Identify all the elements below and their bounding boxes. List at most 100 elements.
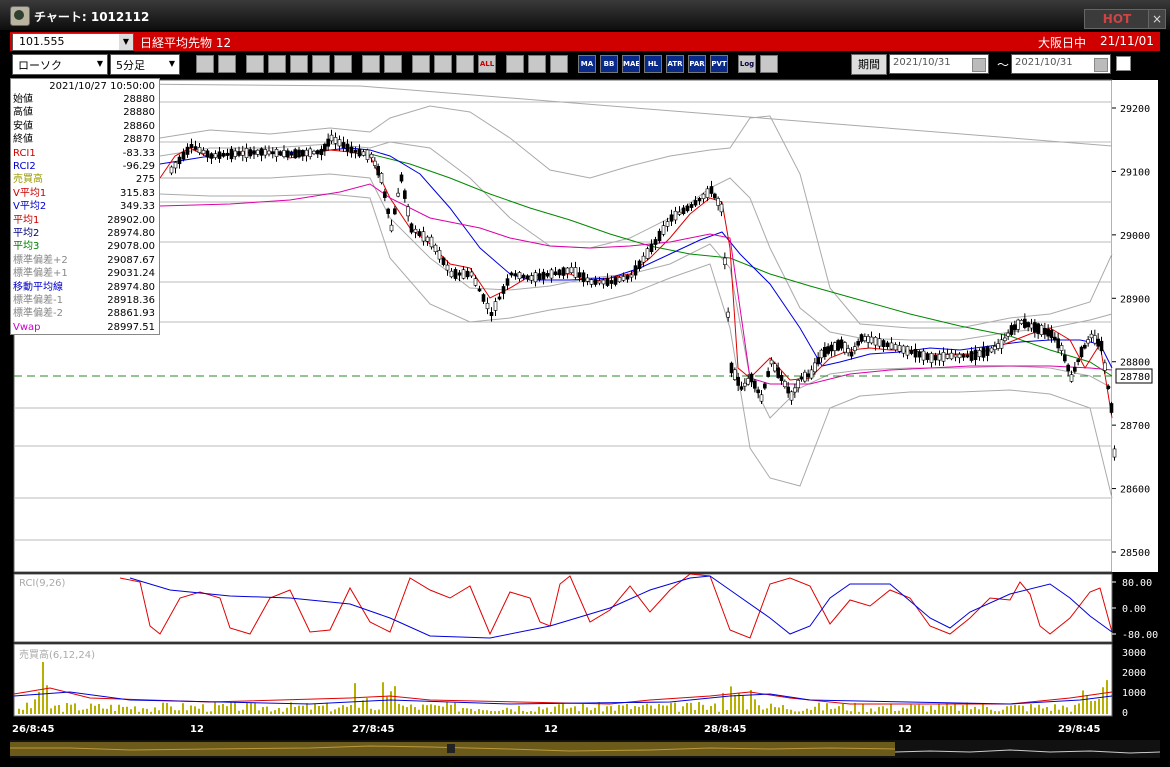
candle-body[interactable]	[677, 211, 682, 215]
candle-body[interactable]	[743, 382, 747, 387]
candle-body[interactable]	[719, 203, 724, 213]
candle-body[interactable]	[877, 338, 882, 347]
candle-body[interactable]	[1006, 332, 1010, 337]
candle-body[interactable]	[393, 208, 397, 215]
candle-body[interactable]	[193, 146, 198, 150]
tool-search-button[interactable]	[268, 55, 286, 73]
candle-body[interactable]	[881, 340, 886, 347]
candle-body[interactable]	[593, 279, 598, 285]
candle-body[interactable]	[941, 352, 946, 362]
price-chart[interactable]: 29200 29100 29000 28900 28800 28700 28600 28500…	[10, 78, 1160, 758]
candle-body[interactable]	[1089, 333, 1094, 339]
candle-body[interactable]	[361, 151, 366, 156]
candle-body[interactable]	[763, 383, 767, 389]
candle-body[interactable]	[609, 280, 614, 284]
candle-body[interactable]	[329, 134, 334, 142]
candle-body[interactable]	[665, 221, 670, 227]
candle-body[interactable]	[589, 279, 594, 285]
candle-body[interactable]	[493, 301, 498, 311]
candle-body[interactable]	[481, 294, 486, 302]
candle-body[interactable]	[237, 151, 241, 156]
tool-tools-button[interactable]	[528, 55, 546, 73]
candle-body[interactable]	[205, 150, 210, 158]
candle-body[interactable]	[1066, 364, 1070, 372]
candle-body[interactable]	[726, 311, 730, 318]
date-from-input[interactable]: 2021/10/31	[889, 54, 989, 74]
candle-body[interactable]	[1049, 329, 1054, 339]
candle-body[interactable]	[823, 347, 827, 357]
candle-body[interactable]	[1056, 338, 1060, 349]
candle-body[interactable]	[229, 148, 234, 160]
candle-body[interactable]	[873, 337, 878, 346]
tool-colors-button[interactable]	[550, 55, 568, 73]
candle-body[interactable]	[399, 174, 404, 182]
candle-body[interactable]	[809, 369, 814, 379]
tool-candle-a-button[interactable]	[434, 55, 452, 73]
candle-body[interactable]	[753, 380, 757, 389]
candle-body[interactable]	[489, 312, 494, 316]
candle-body[interactable]	[449, 270, 454, 278]
candle-body[interactable]	[545, 273, 550, 277]
candle-body[interactable]	[561, 267, 566, 276]
code-select[interactable]: 101.555 ▼	[12, 33, 134, 51]
tool-eraser-button[interactable]	[334, 55, 352, 73]
candle-body[interactable]	[1083, 344, 1087, 349]
candle-body[interactable]	[437, 250, 442, 260]
candle-body[interactable]	[625, 274, 630, 280]
candle-body[interactable]	[177, 156, 182, 165]
horizontal-scrollbar[interactable]	[10, 740, 1161, 758]
candle-body[interactable]	[949, 352, 954, 360]
candle-body[interactable]	[1046, 328, 1050, 337]
candle-body[interactable]	[248, 149, 253, 157]
candle-body[interactable]	[813, 362, 817, 373]
candle-body[interactable]	[1059, 345, 1064, 351]
candle-body[interactable]	[649, 244, 654, 252]
candle-body[interactable]	[509, 272, 514, 276]
candle-body[interactable]	[697, 198, 702, 202]
candle-body[interactable]	[1093, 335, 1097, 344]
candle-body[interactable]	[863, 336, 867, 342]
candle-body[interactable]	[909, 350, 914, 354]
candle-body[interactable]	[529, 275, 534, 281]
candle-body[interactable]	[905, 346, 910, 356]
candle-body[interactable]	[333, 137, 338, 144]
candle-body[interactable]	[376, 166, 380, 176]
tool-move-button[interactable]	[412, 55, 430, 73]
candle-body[interactable]	[1053, 336, 1057, 341]
candle-body[interactable]	[282, 150, 286, 157]
chevron-down-icon[interactable]: ▼	[96, 59, 104, 68]
candle-body[interactable]	[173, 162, 178, 169]
candle-body[interactable]	[319, 148, 324, 156]
candle-body[interactable]	[357, 148, 362, 157]
candle-body[interactable]	[1086, 339, 1090, 344]
candle-body[interactable]	[453, 269, 458, 279]
candle-body[interactable]	[517, 272, 522, 280]
candle-body[interactable]	[759, 394, 764, 402]
calendar-icon[interactable]	[1094, 58, 1108, 72]
candle-body[interactable]	[285, 150, 290, 158]
candle-body[interactable]	[263, 149, 268, 156]
tool-price-lines-button[interactable]	[290, 55, 308, 73]
candle-body[interactable]	[267, 150, 271, 155]
candle-body[interactable]	[681, 207, 686, 214]
candle-body[interactable]	[323, 143, 327, 151]
candle-body[interactable]	[300, 150, 305, 157]
tool-export-button[interactable]	[760, 55, 778, 73]
tool-par-button[interactable]: PAR	[688, 55, 706, 73]
candle-body[interactable]	[1016, 319, 1020, 330]
candle-body[interactable]	[1103, 362, 1107, 371]
candle-body[interactable]	[365, 149, 370, 160]
candle-body[interactable]	[369, 153, 374, 159]
candle-body[interactable]	[341, 142, 346, 149]
candle-body[interactable]	[597, 280, 602, 284]
candle-body[interactable]	[297, 149, 301, 158]
candle-body[interactable]	[1096, 338, 1100, 347]
chart-area[interactable]: 29200 29100 29000 28900 28800 28700 28600 28500…	[10, 78, 1160, 758]
candle-body[interactable]	[1013, 324, 1017, 331]
tool-mae-button[interactable]: MAE	[622, 55, 640, 73]
candle-body[interactable]	[981, 347, 986, 358]
candle-body[interactable]	[957, 353, 962, 359]
candle-body[interactable]	[921, 350, 926, 361]
candle-body[interactable]	[337, 139, 342, 147]
candle-body[interactable]	[601, 279, 606, 285]
